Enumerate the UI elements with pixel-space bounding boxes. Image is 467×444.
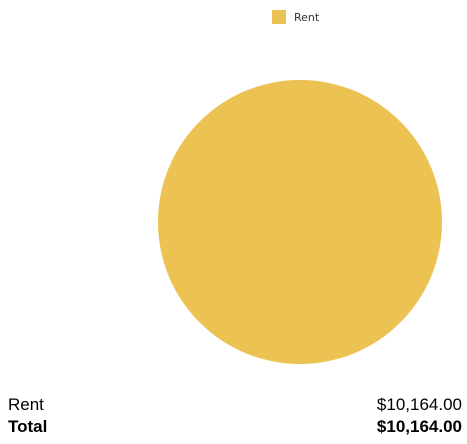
summary-table: Rent $10,164.00 Total $10,164.00 (8, 394, 462, 438)
pie-svg (0, 0, 467, 380)
summary-row-rent: Rent $10,164.00 (8, 394, 462, 416)
summary-value-rent: $10,164.00 (377, 394, 462, 416)
summary-label-rent: Rent (8, 394, 44, 416)
summary-value-total: $10,164.00 (377, 416, 462, 438)
pie-slice-rent (158, 80, 442, 364)
summary-row-total: Total $10,164.00 (8, 416, 462, 438)
pie-chart: Rent (0, 0, 467, 380)
summary-label-total: Total (8, 416, 47, 438)
